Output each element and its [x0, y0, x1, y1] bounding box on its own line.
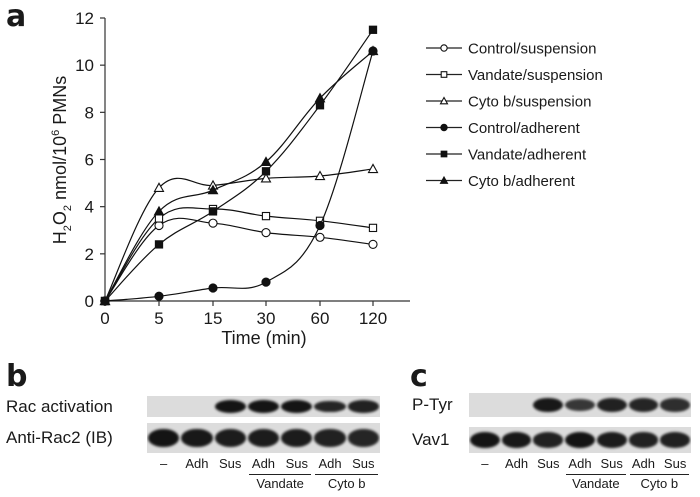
blot-band	[501, 432, 532, 448]
lane-label: –	[160, 456, 168, 471]
y-tick-label: 6	[85, 151, 94, 170]
y-tick-label: 10	[75, 56, 94, 75]
group-underline	[566, 474, 626, 475]
blot-row-label: P-Tyr	[412, 395, 453, 414]
x-axis-label: Time (min)	[221, 328, 306, 348]
blot-row-label: Vav1	[412, 430, 450, 449]
legend-item: Vandate/suspension	[426, 67, 603, 84]
lane-label: Adh	[631, 456, 655, 471]
lane-label: Adh	[504, 456, 529, 471]
group-label: Cyto b	[327, 476, 366, 491]
y-tick-label: 0	[85, 292, 94, 311]
panel-b-letter: b	[6, 359, 28, 394]
blot-band	[347, 400, 379, 413]
lane-label: Sus	[219, 456, 242, 471]
series-control-adherent	[100, 46, 378, 306]
series-cyto-b-adherent	[99, 45, 379, 306]
legend-item: Control/suspension	[426, 41, 596, 58]
group-label: Cyto b	[640, 476, 679, 491]
blot-strip	[469, 393, 691, 417]
series-vandate-suspension	[100, 204, 378, 306]
legend-label: Cyto b/suspension	[468, 94, 591, 111]
lane-label: Sus	[285, 456, 308, 471]
group-label: Vandate	[572, 476, 620, 491]
lane-label: Adh	[185, 456, 209, 471]
series-vandate-adherent	[100, 25, 378, 306]
legend-label: Control/suspension	[468, 41, 596, 58]
chart-series	[99, 25, 379, 306]
blot-band	[281, 399, 313, 413]
blot-band	[596, 432, 627, 448]
legend-item: Cyto b/suspension	[426, 94, 591, 111]
blot-band	[314, 400, 346, 413]
blot-band	[660, 432, 691, 448]
blot-band	[660, 398, 691, 412]
y-tick-label: 4	[85, 198, 94, 217]
blot-band	[281, 429, 313, 447]
x-tick-label: 30	[257, 309, 276, 328]
blot-band	[181, 428, 213, 448]
group-underline	[315, 474, 378, 475]
y-tick-label: 8	[85, 103, 94, 122]
blot-band	[628, 432, 659, 448]
blot-band	[214, 399, 246, 413]
legend-item: Control/adherent	[426, 120, 581, 137]
blot-band	[214, 429, 246, 447]
group-label: Vandate	[256, 476, 304, 491]
x-tick-label: 15	[204, 309, 223, 328]
blot-band	[565, 431, 595, 449]
blot-band	[147, 428, 180, 448]
y-tick-label: 12	[75, 9, 94, 28]
lane-label: Sus	[663, 456, 687, 471]
y-tick-label: 2	[85, 245, 94, 264]
blot-row-label: Anti-Rac2 (IB)	[6, 428, 113, 447]
blot-band	[628, 398, 659, 412]
blot-band	[565, 398, 595, 412]
blot-strip	[469, 427, 691, 453]
lane-label: Sus	[352, 456, 375, 471]
series-control-suspension	[100, 217, 378, 306]
legend-item: Vandate/adherent	[426, 147, 587, 164]
legend-label: Cyto b/adherent	[468, 173, 576, 190]
blot-band	[469, 431, 500, 449]
blot-row-label: Rac activation	[6, 396, 113, 416]
x-tick-label: 5	[154, 309, 163, 328]
group-underline	[629, 474, 689, 475]
panel-c-letter: c	[410, 359, 428, 394]
chart-legend: Control/suspension Vandate/suspension Cyto…	[426, 41, 603, 190]
legend-item: Cyto b/adherent	[426, 173, 576, 190]
x-tick-label: 120	[359, 309, 387, 328]
blot-band	[596, 398, 627, 412]
lane-label: Sus	[600, 456, 623, 471]
blot-strip	[147, 396, 380, 417]
blot-band	[533, 432, 564, 448]
lane-label: Sus	[537, 456, 560, 471]
legend-label: Control/adherent	[468, 120, 581, 137]
blot-band	[247, 399, 280, 413]
x-tick-label: 60	[311, 309, 330, 328]
blot-strip	[147, 423, 380, 453]
group-underline	[248, 474, 312, 475]
legend-label: Vandate/suspension	[468, 67, 603, 84]
x-tick-label: 0	[100, 309, 109, 328]
legend-label: Vandate/adherent	[468, 147, 587, 164]
lane-label: Adh	[318, 456, 342, 471]
lane-label: Adh	[568, 456, 592, 471]
y-axis-label: H2O2 nmol/106 PMNs	[50, 76, 74, 244]
lane-label: –	[481, 456, 489, 471]
lane-label: Adh	[251, 456, 276, 471]
blot-band	[247, 429, 280, 447]
blot-band	[347, 429, 379, 447]
panel-a-letter: a	[6, 0, 27, 34]
blot-band	[533, 397, 564, 413]
blot-band	[314, 429, 346, 447]
